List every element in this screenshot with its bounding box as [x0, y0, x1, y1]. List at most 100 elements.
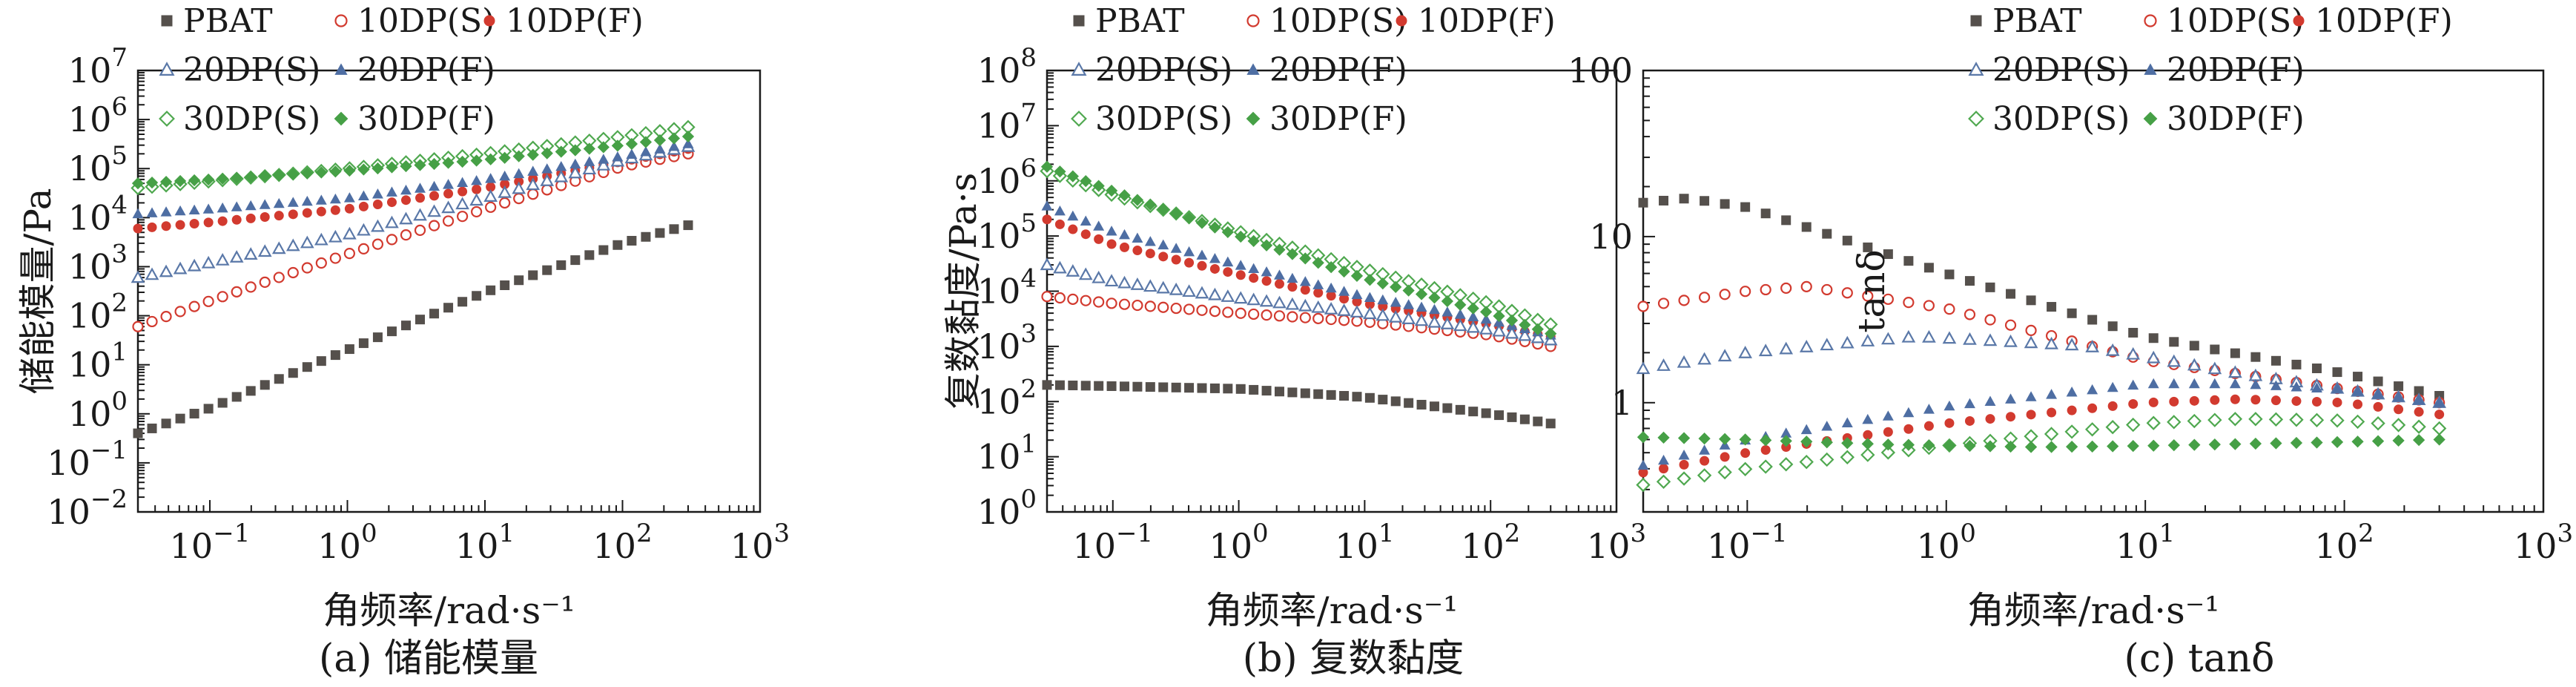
data-point: [2064, 338, 2079, 351]
data-point: [1677, 432, 1691, 444]
data-point: [1863, 430, 1873, 440]
data-point: [1287, 272, 1298, 283]
data-point: [526, 148, 539, 161]
data-point: [274, 211, 284, 221]
data-point: [1145, 382, 1155, 392]
data-point: [2250, 352, 2261, 362]
data-point: [2331, 384, 2343, 394]
data-point: [1636, 477, 1651, 493]
legend-marker: [159, 111, 175, 127]
y-tick-label: 100: [1568, 50, 1633, 91]
data-point: [1170, 243, 1182, 253]
data-point: [1171, 382, 1181, 392]
data-point: [146, 207, 158, 217]
data-point: [188, 204, 200, 215]
series-10DP(F): [1638, 394, 2445, 478]
legend-label: 20DP(F): [357, 51, 495, 89]
data-point: [133, 223, 143, 234]
data-point: [1068, 224, 1078, 234]
data-point: [2353, 372, 2363, 382]
data-point: [1740, 286, 1751, 298]
data-point: [1505, 314, 1519, 327]
data-point: [231, 214, 242, 225]
data-point: [1820, 436, 1833, 449]
data-point: [499, 197, 511, 209]
data-point: [344, 344, 354, 355]
data-point: [2006, 412, 2016, 422]
legend-label: 10DP(F): [1418, 2, 1556, 40]
legend-marker: [2143, 111, 2158, 126]
legend-marker: [334, 14, 348, 27]
legend-label: 20DP(S): [183, 51, 320, 89]
data-point: [1780, 282, 1792, 295]
data-point: [357, 223, 371, 236]
panel-caption: (c) tanδ: [2124, 637, 2275, 681]
data-point: [1840, 450, 1855, 464]
data-point: [2353, 399, 2363, 410]
data-point: [1779, 341, 1794, 355]
data-point: [512, 150, 525, 162]
legend-marker: [1968, 111, 1984, 127]
y-tick-label: 103: [977, 319, 1037, 366]
data-point: [1841, 287, 1853, 299]
legend-marker: [1071, 62, 1087, 76]
panel-a: 10−1 100 101 102 10310−210−11001011021031041…: [16, 2, 790, 681]
data-point: [1860, 334, 1875, 346]
data-point: [1311, 300, 1326, 313]
data-point: [357, 190, 369, 201]
data-point: [2046, 389, 2058, 399]
data-point: [2391, 418, 2406, 433]
x-tick-label: 100: [1209, 519, 1268, 566]
data-point: [2167, 439, 2180, 452]
data-point: [1760, 434, 1772, 447]
y-axis-label: 储能模量/Pa: [16, 188, 59, 394]
data-point: [598, 245, 609, 255]
data-point: [1984, 440, 1997, 453]
data-point: [2126, 417, 2141, 433]
legend-marker: [161, 15, 173, 27]
data-point: [1530, 330, 1545, 344]
data-point: [513, 168, 525, 179]
data-point: [2250, 395, 2261, 405]
data-point: [1158, 382, 1169, 392]
data-point: [455, 197, 469, 210]
x-tick-label: 101: [455, 519, 515, 566]
data-point: [1440, 317, 1455, 329]
data-point: [2026, 410, 2036, 420]
data-point: [1428, 292, 1441, 304]
data-point: [189, 219, 199, 229]
data-point: [161, 221, 171, 231]
data-point: [1429, 401, 1439, 412]
data-point: [1519, 414, 1530, 424]
data-point: [2230, 394, 2240, 404]
data-point: [1678, 450, 1690, 460]
data-point: [357, 243, 370, 254]
data-point: [472, 291, 482, 301]
legend-item-30DP(S): 30DP(S): [1071, 100, 1232, 138]
data-point: [1326, 389, 1336, 400]
data-point: [2066, 387, 2078, 397]
legend-label: 30DP(F): [1269, 100, 1407, 138]
y-tick-label: 103: [68, 239, 128, 286]
x-tick-label: 10−1: [170, 519, 251, 566]
data-point: [301, 167, 314, 180]
data-point: [2332, 367, 2342, 378]
data-point: [1208, 287, 1222, 300]
data-point: [1183, 246, 1195, 257]
data-point: [1480, 313, 1492, 324]
x-tick-label: 103: [730, 519, 790, 566]
data-point: [1545, 418, 1556, 429]
data-point: [1943, 439, 1956, 452]
data-point: [1454, 298, 1467, 311]
data-point: [584, 250, 595, 260]
data-point: [626, 148, 638, 160]
data-point: [231, 286, 242, 298]
data-point: [485, 201, 497, 213]
data-point: [1183, 303, 1195, 315]
legend-item-20DP(F): 20DP(F): [1246, 51, 1407, 89]
data-point: [1942, 331, 1957, 344]
data-point: [1801, 222, 1812, 232]
legend-item-10DP(F): 10DP(F): [1396, 2, 1556, 40]
data-point: [1209, 253, 1221, 263]
data-point: [173, 261, 188, 275]
